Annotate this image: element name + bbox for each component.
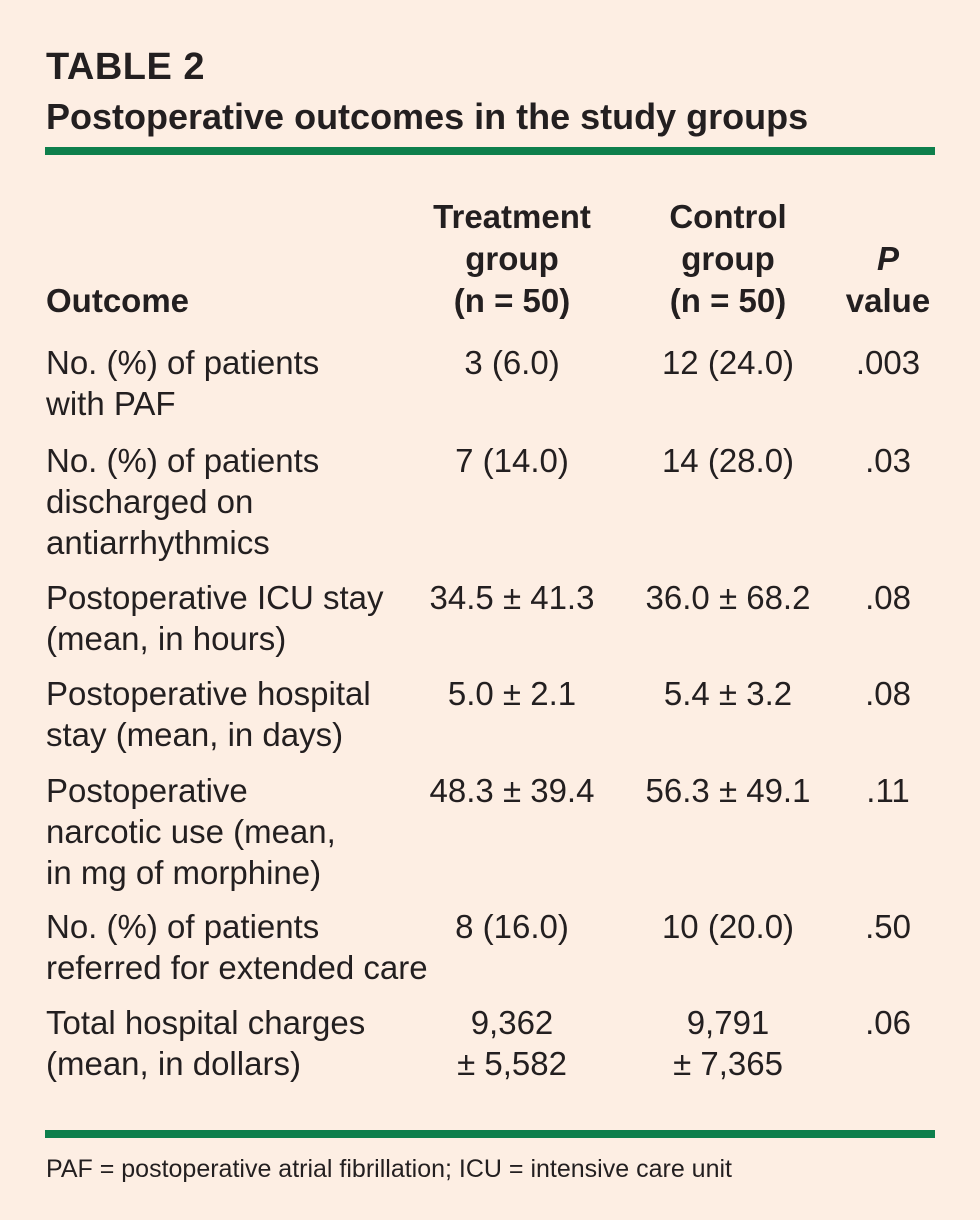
cell-control-line: 9,791 [686, 1004, 770, 1041]
cell-treatment: 8 (16.0) [412, 906, 612, 947]
cell-treatment: 34.5 ± 41.3 [412, 577, 612, 618]
cell-treatment: 48.3 ± 39.4 [412, 770, 612, 811]
header-outcome: Outcome [46, 282, 190, 319]
cell-outcome-line: antiarrhythmics [46, 524, 270, 561]
cell-p-value: .003 [855, 344, 921, 381]
cell-control-line: 10 (20.0) [661, 908, 795, 945]
header-control-line: Control [669, 198, 787, 235]
cell-p-value: .50 [865, 908, 911, 945]
cell-outcome: No. (%) of patients referred for extended… [46, 906, 428, 988]
cell-outcome: No. (%) of patients with PAF [46, 342, 319, 424]
cell-control: 56.3 ± 49.1 [628, 770, 828, 811]
cell-treatment-line: ± 5,582 [457, 1045, 567, 1082]
cell-control: 5.4 ± 3.2 [628, 673, 828, 714]
cell-p-value: .08 [865, 675, 911, 712]
cell-control: 14 (28.0) [628, 440, 828, 481]
cell-p-value: .08 [865, 579, 911, 616]
cell-treatment-line: 3 (6.0) [464, 344, 560, 381]
cell-outcome: Postoperative hospital stay (mean, in day… [46, 673, 371, 755]
cell-treatment: 3 (6.0) [412, 342, 612, 383]
cell-outcome-line: narcotic use (mean, [46, 813, 336, 850]
header-p-symbol: P [876, 240, 899, 277]
cell-outcome-line: Postoperative hospital [46, 675, 371, 712]
cell-treatment-line: 48.3 ± 39.4 [429, 772, 595, 809]
cell-treatment-line: 5.0 ± 2.1 [447, 675, 577, 712]
cell-control: 36.0 ± 68.2 [628, 577, 828, 618]
cell-outcome: No. (%) of patients discharged on antiarrh… [46, 440, 319, 563]
header-p-word: value [845, 282, 931, 319]
cell-control: 10 (20.0) [628, 906, 828, 947]
cell-treatment-line: 34.5 ± 41.3 [429, 579, 595, 616]
cell-p-value: .03 [865, 442, 911, 479]
cell-control-line: 14 (28.0) [661, 442, 795, 479]
table-label: TABLE 2 [46, 46, 206, 88]
header-treatment-group: Treatment group (n = 50) [412, 196, 612, 322]
cell-control-line: ± 7,365 [673, 1045, 783, 1082]
cell-treatment: 9,362 ± 5,582 [412, 1002, 612, 1084]
cell-outcome: Postoperative ICU stay (mean, in hours) [46, 577, 383, 659]
cell-outcome-line: (mean, in dollars) [46, 1045, 301, 1082]
cell-treatment-line: 7 (14.0) [455, 442, 569, 479]
cell-control-line: 5.4 ± 3.2 [663, 675, 793, 712]
header-treatment-line: Treatment [433, 198, 591, 235]
header-treatment-line: group [465, 240, 559, 277]
cell-outcome-line: in mg of morphine) [46, 854, 322, 891]
cell-p-value: .06 [865, 1004, 911, 1041]
cell-outcome: Postoperative narcotic use (mean, in mg of… [46, 770, 336, 893]
header-p-value: P value [828, 238, 948, 322]
header-control-line: (n = 50) [669, 282, 787, 319]
cell-control-line: 36.0 ± 68.2 [645, 579, 811, 616]
cell-p-value: .11 [866, 772, 910, 809]
header-control-line: group [681, 240, 775, 277]
cell-outcome-line: No. (%) of patients [46, 442, 320, 479]
cell-control-line: 56.3 ± 49.1 [645, 772, 811, 809]
cell-outcome-line: Postoperative [46, 772, 248, 809]
cell-outcome-line: No. (%) of patients [46, 344, 320, 381]
bottom-rule [45, 1130, 935, 1138]
cell-outcome-line: stay (mean, in days) [46, 716, 344, 753]
cell-outcome-line: No. (%) of patients [46, 908, 320, 945]
cell-outcome-line: discharged on [46, 483, 254, 520]
cell-outcome-line: Total hospital charges [46, 1004, 366, 1041]
cell-outcome-line: with PAF [46, 385, 176, 422]
table-footnote: PAF = postoperative atrial fibrillation;… [46, 1155, 732, 1183]
cell-outcome: Total hospital charges (mean, in dollars) [46, 1002, 365, 1084]
top-rule [45, 147, 935, 155]
header-treatment-line: (n = 50) [453, 282, 571, 319]
cell-control: 9,791 ± 7,365 [628, 1002, 828, 1084]
table-title: Postoperative outcomes in the study grou… [46, 96, 809, 137]
cell-outcome-line: referred for extended care [46, 949, 428, 986]
cell-outcome-line: Postoperative ICU stay [46, 579, 384, 616]
cell-treatment-line: 8 (16.0) [455, 908, 569, 945]
cell-treatment: 5.0 ± 2.1 [412, 673, 612, 714]
cell-control: 12 (24.0) [628, 342, 828, 383]
header-control-group: Control group (n = 50) [628, 196, 828, 322]
cell-treatment-line: 9,362 [470, 1004, 554, 1041]
cell-outcome-line: (mean, in hours) [46, 620, 287, 657]
cell-control-line: 12 (24.0) [661, 344, 795, 381]
cell-treatment: 7 (14.0) [412, 440, 612, 481]
